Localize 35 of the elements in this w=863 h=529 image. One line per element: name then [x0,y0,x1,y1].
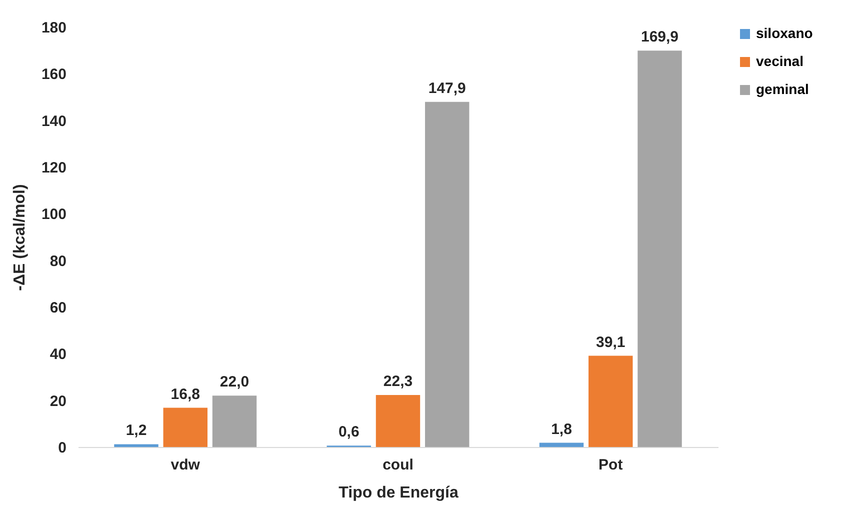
y-tick-label: 100 [41,206,66,224]
legend-label: geminal [756,81,809,97]
data-label: 0,6 [338,424,360,441]
legend-label: vecinal [756,53,804,69]
y-tick-label: 80 [50,252,66,270]
y-axis-title: -ΔE (kcal/mol) [11,184,28,291]
y-tick-label: 140 [41,112,66,130]
data-label: 1,2 [126,422,147,440]
y-tick-label: 160 [41,66,66,84]
y-tick-label: 0 [58,440,66,456]
data-label: 169,9 [640,28,679,46]
bar [539,442,584,447]
data-label: 22,0 [220,374,250,391]
data-label: 1,8 [551,420,572,438]
y-tick-label: 120 [41,160,66,176]
bar [114,444,158,447]
bar [163,408,208,447]
x-axis-title: Tipo de Energía [338,484,458,502]
data-label: 22,3 [383,372,413,390]
bar [425,102,470,447]
bar [588,356,633,447]
bar [638,50,682,447]
y-tick-label: 60 [50,300,66,316]
legend-label: siloxano [756,25,813,41]
y-tick-label: 40 [50,346,66,364]
x-tick-label: Pot [598,456,623,474]
y-tick-label: 180 [41,20,66,36]
x-tick-label: coul [382,456,414,474]
x-tick-label: vdw [170,456,200,474]
bar [212,396,257,447]
bar [376,394,420,447]
data-label: 16,8 [170,386,200,403]
y-tick-label: 20 [50,392,66,410]
data-label: 147,9 [428,80,466,97]
data-label: 39,1 [596,334,626,351]
